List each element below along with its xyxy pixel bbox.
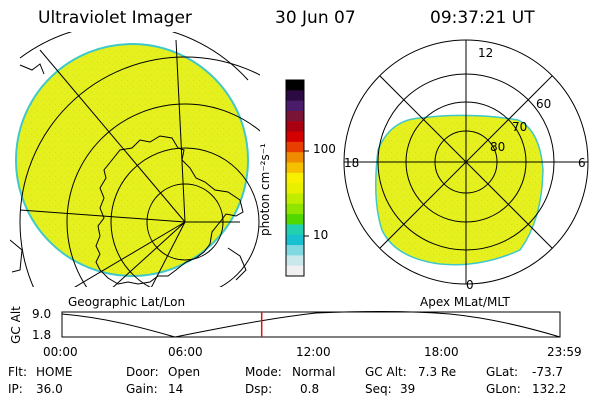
colorbar-band bbox=[286, 193, 304, 205]
colorbar-tick-100: 100 bbox=[313, 142, 336, 156]
colorbar-band bbox=[286, 141, 304, 153]
flight-label: Flt: bbox=[8, 365, 27, 379]
mlt-label-0: 0 bbox=[466, 278, 474, 292]
door-label: Door: bbox=[126, 365, 159, 379]
seq-label: Seq: bbox=[365, 382, 392, 396]
colorbar-band bbox=[286, 234, 304, 246]
gain-value: 14 bbox=[168, 382, 184, 396]
colorbar bbox=[286, 80, 304, 277]
time-tick-1800: 18:00 bbox=[424, 345, 459, 359]
colorbar-band bbox=[286, 172, 304, 184]
mode-label: Mode: bbox=[245, 365, 282, 379]
colorbar-band bbox=[286, 100, 304, 112]
alt-tick-high: 9.0 bbox=[32, 307, 52, 321]
apex-panel-label: Apex MLat/MLT bbox=[420, 295, 510, 309]
coastline bbox=[95, 135, 244, 285]
mlat-label-60: 60 bbox=[536, 97, 552, 111]
app-title: Ultraviolet Imager bbox=[38, 8, 192, 28]
geographic-map bbox=[10, 32, 260, 287]
alt-tick-low: 1.8 bbox=[32, 328, 52, 342]
colorbar-unit-label: photon cm⁻²s⁻¹ bbox=[258, 143, 272, 236]
mlt-label-12: 12 bbox=[478, 46, 494, 60]
gc-alt-label: GC Alt: bbox=[365, 365, 407, 379]
date-label: 30 Jun 07 bbox=[275, 8, 356, 28]
colorbar-band bbox=[286, 183, 304, 194]
time-tick-0600: 06:00 bbox=[168, 345, 203, 359]
colorbar-band bbox=[286, 110, 304, 122]
colorbar-band bbox=[286, 121, 304, 133]
glon-label: GLon: bbox=[486, 382, 521, 396]
apex-emission-region bbox=[375, 114, 544, 266]
time-tick-2359: 23:59 bbox=[547, 345, 582, 359]
altitude-plot bbox=[61, 311, 561, 338]
colorbar-band bbox=[286, 265, 304, 277]
time-label: 09:37:21 UT bbox=[430, 8, 535, 28]
flight-value: HOME bbox=[36, 365, 73, 379]
time-tick-0000: 00:00 bbox=[43, 345, 78, 359]
mlt-label-18: 18 bbox=[344, 156, 360, 170]
colorbar-tick-10: 10 bbox=[313, 228, 329, 242]
colorbar-band bbox=[286, 203, 304, 215]
mlat-label-80: 80 bbox=[490, 140, 506, 154]
mode-value: Normal bbox=[292, 365, 336, 379]
glon-value: 132.2 bbox=[532, 382, 567, 396]
colorbar-band bbox=[286, 162, 304, 174]
gc-alt-axis-label: GC Alt bbox=[9, 306, 23, 344]
door-value: Open bbox=[168, 365, 201, 379]
colorbar-band bbox=[286, 214, 304, 225]
geographic-emission-disk bbox=[15, 43, 249, 277]
mlat-label-70: 70 bbox=[512, 120, 528, 134]
colorbar-band bbox=[286, 224, 304, 236]
time-tick-1200: 12:00 bbox=[296, 345, 331, 359]
apex-polar-plot bbox=[343, 39, 589, 285]
colorbar-band bbox=[286, 152, 304, 164]
ip-value: 36.0 bbox=[36, 382, 63, 396]
glat-label: GLat: bbox=[486, 365, 519, 379]
colorbar-band bbox=[286, 80, 304, 91]
colorbar-band bbox=[286, 245, 304, 256]
gain-label: Gain: bbox=[126, 382, 158, 396]
colorbar-band bbox=[286, 90, 304, 102]
dsp-label: Dsp: bbox=[245, 382, 273, 396]
ip-label: IP: bbox=[8, 382, 23, 396]
mlt-label-6: 6 bbox=[578, 156, 586, 170]
geographic-panel-label: Geographic Lat/Lon bbox=[68, 295, 186, 309]
colorbar-band bbox=[286, 131, 304, 143]
seq-value: 39 bbox=[400, 382, 416, 396]
gc-alt-value: 7.3 Re bbox=[418, 365, 457, 379]
colorbar-band bbox=[286, 255, 304, 267]
dsp-value: 0.8 bbox=[300, 382, 320, 396]
glat-value: -73.7 bbox=[532, 365, 564, 379]
